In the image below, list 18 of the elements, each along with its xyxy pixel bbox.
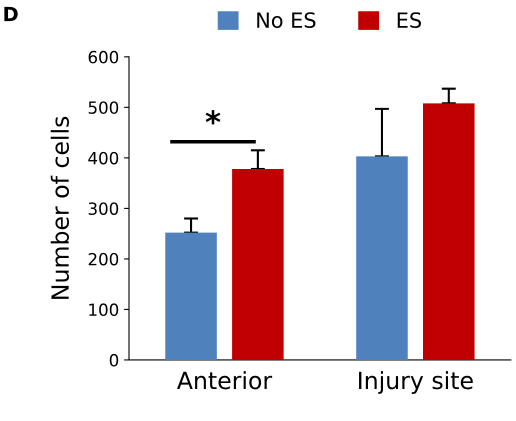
y-axis-title: Number of cells [50, 116, 69, 299]
y-tick-label: 300 [88, 202, 118, 215]
x-tick-label: Anterior [176, 371, 272, 390]
y-tick-label: 100 [89, 303, 118, 316]
x-tick-label: Injury site [359, 371, 473, 394]
y-tick-label: 200 [88, 252, 118, 266]
bar [356, 156, 408, 360]
bar [423, 103, 475, 360]
y-tick-label: 0 [110, 354, 118, 367]
annotation: * [206, 110, 220, 124]
bar [232, 168, 284, 360]
bar [165, 232, 217, 360]
y-tick-label: 600 [88, 50, 118, 64]
y-tick-label: 400 [88, 152, 118, 164]
text: D [4, 6, 18, 22]
legend-label: ES [398, 12, 421, 28]
y-tick-label: 500 [88, 101, 118, 114]
legend-label: No ES [257, 12, 316, 28]
